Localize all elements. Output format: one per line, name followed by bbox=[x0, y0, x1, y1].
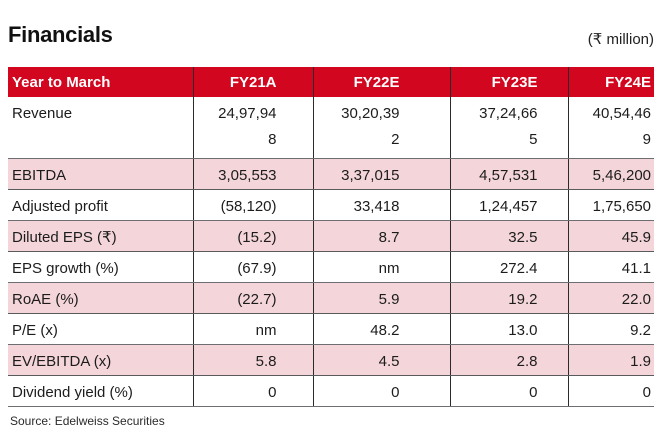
table-cell: 45.9 bbox=[567, 219, 654, 252]
table-row-diluted-eps: Diluted EPS (₹) (15.2) 8.7 32.5 45.9 bbox=[8, 219, 654, 252]
column-header-year: Year to March bbox=[8, 67, 193, 97]
page: Financials (₹ million) Year to March FY2… bbox=[0, 20, 660, 440]
table-cell: 37,24,66 5 bbox=[449, 97, 568, 159]
financials-table: Year to March FY21A FY22E FY23E FY24E Re… bbox=[8, 67, 654, 407]
table-cell: 40,54,46 9 bbox=[567, 97, 654, 159]
table-cell: 0 bbox=[312, 375, 450, 407]
table-cell: 0 bbox=[449, 375, 568, 407]
table-row-adjusted-profit: Adjusted profit (58,120) 33,418 1,24,457… bbox=[8, 189, 654, 221]
table-header-row: Year to March FY21A FY22E FY23E FY24E bbox=[8, 67, 654, 97]
table-cell: nm bbox=[312, 251, 450, 283]
table-cell: (67.9) bbox=[192, 251, 313, 283]
table-cell: 1,75,650 bbox=[567, 189, 654, 221]
table-cell: 4.5 bbox=[312, 343, 450, 376]
table-cell: 2.8 bbox=[449, 343, 568, 376]
table-cell: (15.2) bbox=[192, 219, 313, 252]
row-label: Diluted EPS (₹) bbox=[8, 219, 193, 252]
table-cell: (22.7) bbox=[192, 281, 313, 314]
table-cell: (58,120) bbox=[192, 189, 313, 221]
column-header-fy24e: FY24E bbox=[567, 67, 654, 97]
table-cell: 19.2 bbox=[449, 281, 568, 314]
table-cell: 13.0 bbox=[449, 313, 568, 345]
table-row-pe: P/E (x) nm 48.2 13.0 9.2 bbox=[8, 313, 654, 345]
table-cell: 3,37,015 bbox=[312, 157, 450, 190]
table-cell: 4,57,531 bbox=[449, 157, 568, 190]
table-cell: 22.0 bbox=[567, 281, 654, 314]
table-cell: 41.1 bbox=[567, 251, 654, 283]
table-cell: 8.7 bbox=[312, 219, 450, 252]
table-cell: 33,418 bbox=[312, 189, 450, 221]
table-cell: 1,24,457 bbox=[449, 189, 568, 221]
table-cell: 0 bbox=[567, 375, 654, 407]
page-title: Financials bbox=[8, 22, 113, 47]
row-label: P/E (x) bbox=[8, 313, 193, 345]
table-cell: 272.4 bbox=[449, 251, 568, 283]
row-label: RoAE (%) bbox=[8, 281, 193, 314]
table-cell: 5.8 bbox=[192, 343, 313, 376]
table-cell: 3,05,553 bbox=[192, 157, 313, 190]
row-label: Dividend yield (%) bbox=[8, 375, 193, 407]
column-header-fy23e: FY23E bbox=[449, 67, 568, 97]
row-label: EBITDA bbox=[8, 157, 193, 190]
page-header: Financials (₹ million) bbox=[8, 20, 654, 48]
table-row-roae: RoAE (%) (22.7) 5.9 19.2 22.0 bbox=[8, 281, 654, 314]
table-cell: 32.5 bbox=[449, 219, 568, 252]
table-row-ebitda: EBITDA 3,05,553 3,37,015 4,57,531 5,46,2… bbox=[8, 157, 654, 190]
table-row-dividend-yield: Dividend yield (%) 0 0 0 0 bbox=[8, 375, 654, 407]
table-cell: nm bbox=[192, 313, 313, 345]
table-cell: 5,46,200 bbox=[567, 157, 654, 190]
table-cell: 0 bbox=[192, 375, 313, 407]
table-cell: 9.2 bbox=[567, 313, 654, 345]
unit-label: (₹ million) bbox=[587, 31, 654, 48]
row-label: EV/EBITDA (x) bbox=[8, 343, 193, 376]
table-cell: 5.9 bbox=[312, 281, 450, 314]
source-attribution: Source: Edelweiss Securities bbox=[10, 413, 165, 428]
table-row-ev-ebitda: EV/EBITDA (x) 5.8 4.5 2.8 1.9 bbox=[8, 343, 654, 376]
row-label: Revenue bbox=[8, 97, 193, 159]
column-header-fy21a: FY21A bbox=[192, 67, 313, 97]
table-cell: 1.9 bbox=[567, 343, 654, 376]
table-cell: 30,20,39 2 bbox=[312, 97, 450, 159]
column-header-fy22e: FY22E bbox=[312, 67, 450, 97]
table-cell: 48.2 bbox=[312, 313, 450, 345]
table-row-eps-growth: EPS growth (%) (67.9) nm 272.4 41.1 bbox=[8, 251, 654, 283]
table-row-revenue: Revenue 24,97,94 8 30,20,39 2 37,24,66 5… bbox=[8, 97, 654, 159]
table-cell: 24,97,94 8 bbox=[192, 97, 313, 159]
row-label: Adjusted profit bbox=[8, 189, 193, 221]
row-label: EPS growth (%) bbox=[8, 251, 193, 283]
